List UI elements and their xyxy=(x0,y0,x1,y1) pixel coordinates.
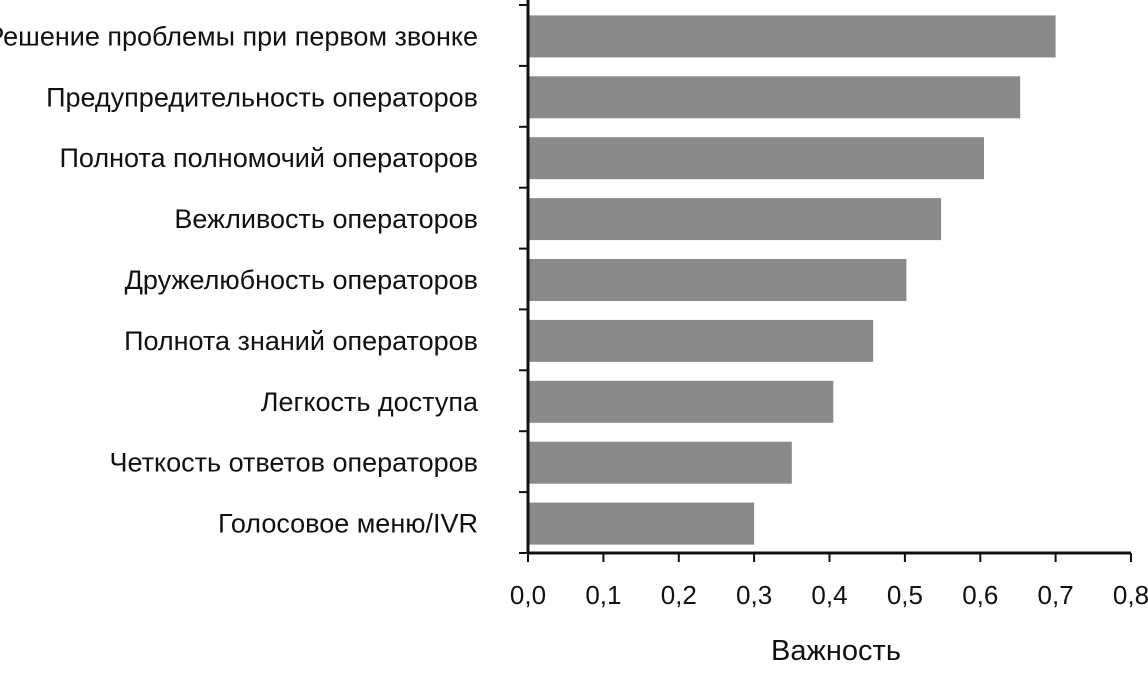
x-tick-labels-group: 0,0 0,1 0,2 0,3 0,4 0,5 0,6 0,7 0,8 xyxy=(510,580,1148,610)
category-label: Полнота знаний операторов xyxy=(124,326,478,356)
x-tick-label: 0,0 xyxy=(510,580,546,610)
category-label: Решение проблемы при первом звонке xyxy=(0,21,478,51)
bar xyxy=(528,502,755,545)
category-label: Вежливость операторов xyxy=(174,204,478,234)
category-labels-group: Решение проблемы при первом звонке Предуп… xyxy=(0,21,479,538)
axes-group xyxy=(519,0,1132,562)
category-label: Легкость доступа xyxy=(261,387,479,417)
category-label: Предупредительность операторов xyxy=(46,82,478,112)
bar xyxy=(528,441,792,484)
bar xyxy=(528,198,942,241)
x-tick-label: 0,7 xyxy=(1038,580,1074,610)
bar xyxy=(528,319,874,362)
bar xyxy=(528,137,984,180)
bars-group xyxy=(528,15,1056,545)
category-label: Полнота полномочий операторов xyxy=(60,143,479,173)
category-label: Дружелюбность операторов xyxy=(125,265,478,295)
x-axis-title: Важность xyxy=(771,635,901,667)
category-label: Четкость ответов операторов xyxy=(110,448,478,478)
bar xyxy=(528,76,1021,119)
x-tick-label: 0,6 xyxy=(962,580,998,610)
x-tick-label: 0,8 xyxy=(1113,580,1148,610)
x-tick-label: 0,2 xyxy=(661,580,697,610)
x-tick-label: 0,4 xyxy=(811,580,847,610)
bar xyxy=(528,380,834,423)
x-tick-label: 0,1 xyxy=(585,580,621,610)
x-tick-label: 0,5 xyxy=(887,580,923,610)
x-tick-label: 0,3 xyxy=(736,580,772,610)
bar xyxy=(528,15,1056,58)
bar xyxy=(528,259,907,301)
category-label: Голосовое меню/IVR xyxy=(218,509,478,539)
